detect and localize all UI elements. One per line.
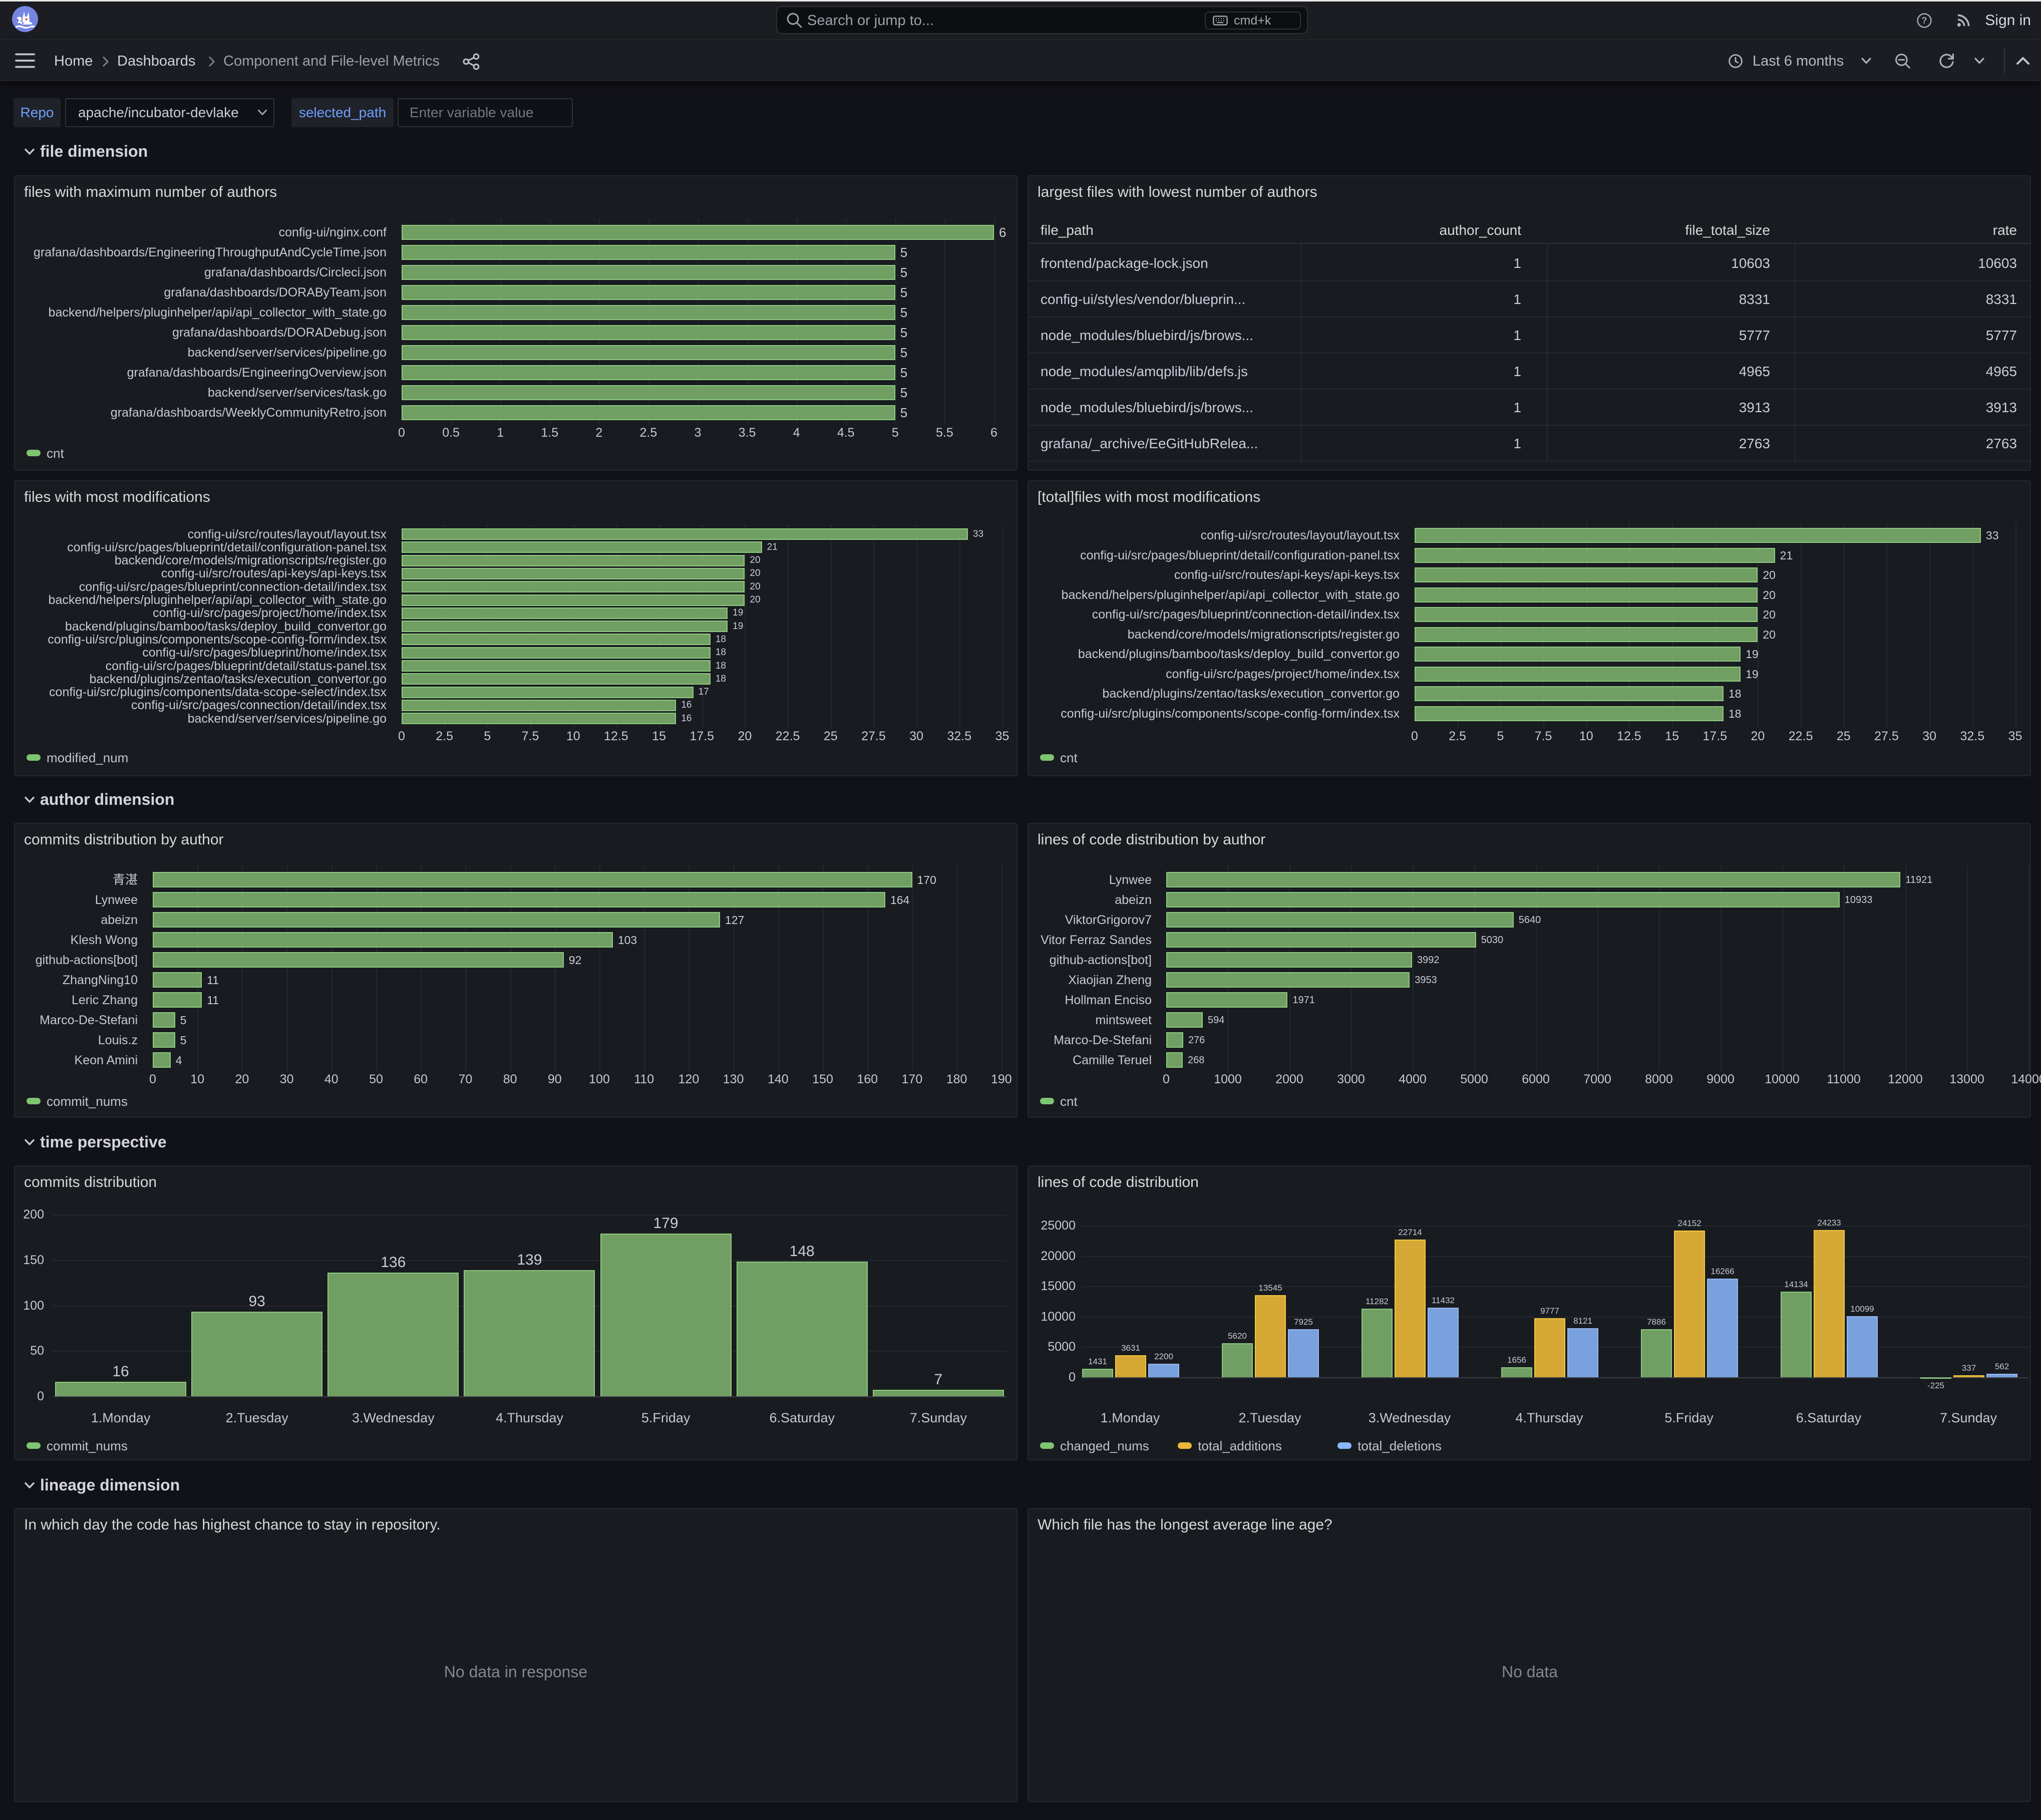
svg-text:?: ? <box>1922 16 1927 26</box>
